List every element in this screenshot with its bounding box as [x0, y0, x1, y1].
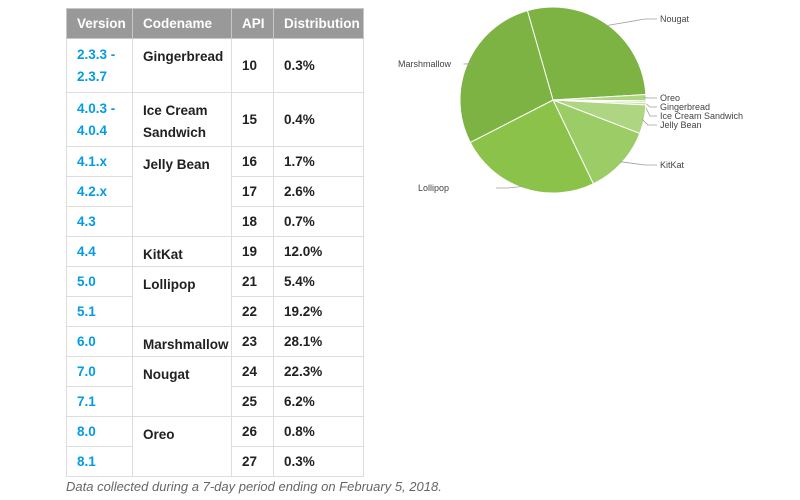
table-header-row: Version Codename API Distribution	[66, 8, 364, 39]
table-row: 2.3.3 -2.3.7 Gingerbread 10 0.3%	[66, 38, 364, 93]
table-row: 4.3 18 0.7%	[66, 206, 364, 237]
table-row: 5.0 Lollipop 21 5.4%	[66, 266, 364, 327]
version-cell: 8.1	[66, 446, 133, 477]
version-cell: 4.4	[66, 236, 133, 267]
table-row: 4.2.x 17 2.6%	[66, 176, 364, 207]
pie-leader-line	[605, 18, 657, 27]
distribution-cell: 0.7%	[273, 206, 364, 237]
table-row: 5.1 22 19.2%	[66, 296, 364, 327]
codename-cell: Lollipop	[132, 266, 232, 327]
distribution-cell: 0.3%	[273, 38, 364, 93]
pie-slice-marshmallow	[459, 9, 554, 144]
version-cell: 6.0	[66, 326, 133, 357]
header-api: API	[231, 8, 274, 39]
distribution-table: Version Codename API Distribution 2.3.3 …	[66, 8, 364, 477]
distribution-cell: 0.8%	[273, 416, 364, 447]
codename-cell: Jelly Bean	[132, 146, 232, 237]
table-row: 4.0.3 -4.0.4 Ice Cream Sandwich 15 0.4%	[66, 92, 364, 147]
header-codename: Codename	[132, 8, 232, 39]
api-cell: 26	[231, 416, 274, 447]
version-cell: 4.0.3 -4.0.4	[66, 92, 133, 147]
pie-label: Oreo	[660, 93, 680, 103]
api-cell: 18	[231, 206, 274, 237]
api-cell: 15	[231, 92, 274, 147]
codename-cell: Ice Cream Sandwich	[132, 92, 232, 147]
api-cell: 17	[231, 176, 274, 207]
api-cell: 23	[231, 326, 274, 357]
codename-cell: KitKat	[132, 236, 232, 267]
version-cell: 5.1	[66, 296, 133, 327]
header-distribution: Distribution	[273, 8, 364, 39]
table-row: 8.1 27 0.3%	[66, 446, 364, 477]
table-row: 7.0 Nougat 24 22.3%	[66, 356, 364, 417]
distribution-cell: 1.7%	[273, 146, 364, 177]
pie-label: KitKat	[660, 160, 685, 170]
api-cell: 19	[231, 236, 274, 267]
pie-leader-line	[641, 118, 657, 126]
version-cell: 8.0	[66, 416, 133, 447]
api-cell: 24	[231, 356, 274, 387]
distribution-cell: 28.1%	[273, 326, 364, 357]
api-cell: 10	[231, 38, 274, 93]
caption: Data collected during a 7-day period end…	[66, 479, 442, 494]
distribution-cell: 0.4%	[273, 92, 364, 147]
pie-leader-line	[496, 185, 525, 189]
table-row: 7.1 25 6.2%	[66, 386, 364, 417]
pie-slice-kitkat	[552, 99, 641, 185]
distribution-cell: 5.4%	[273, 266, 364, 297]
pie-label: Jelly Bean	[660, 120, 702, 130]
version-cell: 4.3	[66, 206, 133, 237]
distribution-cell: 12.0%	[273, 236, 364, 267]
pie-slice-lollipop	[469, 99, 595, 194]
codename-cell: Oreo	[132, 416, 232, 477]
api-cell: 16	[231, 146, 274, 177]
version-cell: 7.0	[66, 356, 133, 387]
codename-cell: Gingerbread	[132, 38, 232, 93]
codename-cell: Nougat	[132, 356, 232, 417]
api-cell: 25	[231, 386, 274, 417]
pie-leader-line	[619, 161, 657, 166]
table-body: 2.3.3 -2.3.7 Gingerbread 10 0.3% 4.0.3 -4.0.…	[66, 38, 364, 477]
pie-label: Ice Cream Sandwich	[660, 111, 743, 121]
version-cell: 5.0	[66, 266, 133, 297]
header-version: Version	[66, 8, 133, 39]
distribution-cell: 0.3%	[273, 446, 364, 477]
table-row: 8.0 Oreo 26 0.8%	[66, 416, 364, 477]
table-row: 4.4 KitKat 19 12.0%	[66, 236, 364, 267]
codename-cell: Marshmallow	[132, 326, 232, 357]
version-cell: 4.1.x	[66, 146, 133, 177]
table-row: 4.1.x Jelly Bean 16 1.7%	[66, 146, 364, 237]
version-cell: 4.2.x	[66, 176, 133, 207]
pie-slice-nougat	[526, 6, 647, 101]
distribution-cell: 19.2%	[273, 296, 364, 327]
version-cell: 7.1	[66, 386, 133, 417]
pie-label: Marshmallow	[398, 59, 452, 69]
api-cell: 27	[231, 446, 274, 477]
version-cell: 2.3.3 -2.3.7	[66, 38, 133, 93]
distribution-cell: 6.2%	[273, 386, 364, 417]
pie-label: Nougat	[660, 14, 690, 24]
table-row: 6.0 Marshmallow 23 28.1%	[66, 326, 364, 357]
distribution-cell: 2.6%	[273, 176, 364, 207]
pie-label: Gingerbread	[660, 102, 710, 112]
api-cell: 21	[231, 266, 274, 297]
pie-label: Lollipop	[418, 183, 449, 193]
api-cell: 22	[231, 296, 274, 327]
distribution-cell: 22.3%	[273, 356, 364, 387]
